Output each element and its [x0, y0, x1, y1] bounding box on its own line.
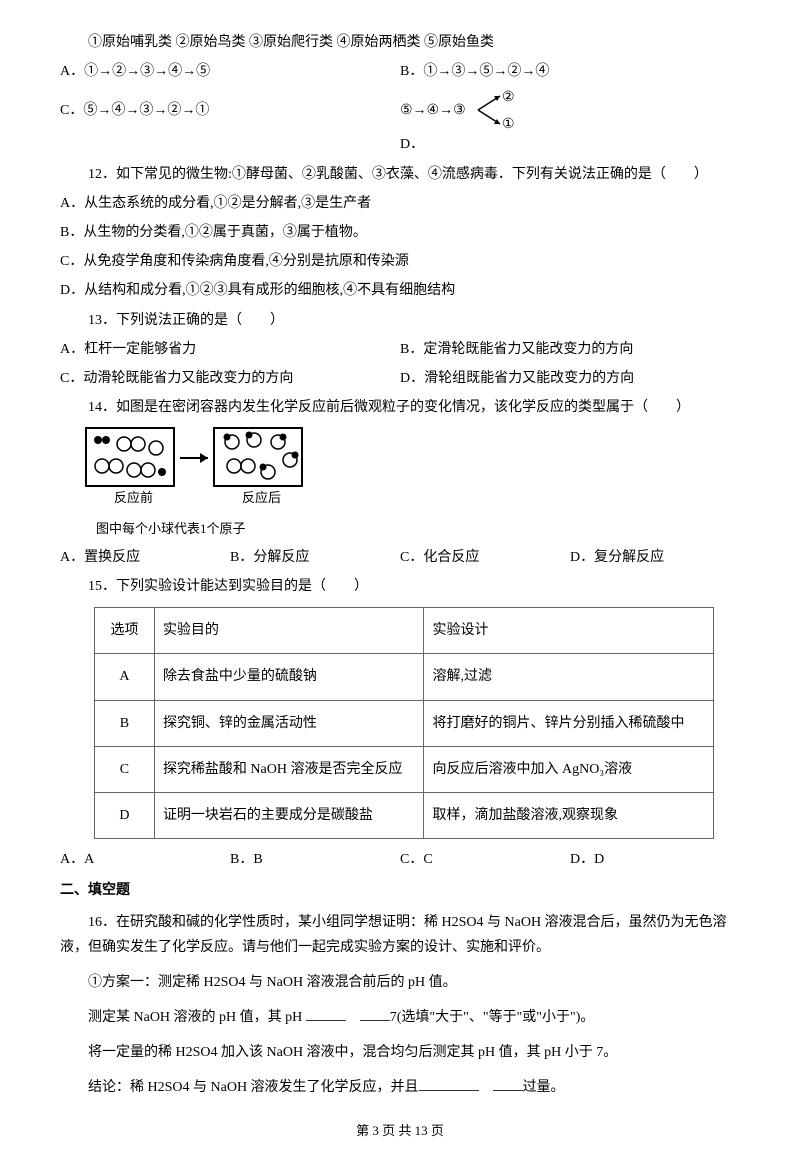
q13-row2: C．动滑轮既能省力又能改变力的方向 D．滑轮组既能省力又能改变力的方向	[60, 366, 740, 391]
table-row: A 除去食盐中少量的硫酸钠 溶解,过滤	[95, 654, 714, 700]
cell: B	[95, 700, 155, 746]
table-row: B 探究铜、锌的金属活动性 将打磨好的铜片、锌片分别插入稀硫酸中	[95, 700, 714, 746]
cell: 向反应后溶液中加入 AgNO₃溶液	[424, 746, 714, 792]
q14-D: D．复分解反应	[570, 545, 740, 570]
q13-A: A．杠杆一定能够省力	[60, 337, 400, 362]
q16-p2: 测定某 NaOH 溶液的 pH 值，其 pH 7(选填"大于"、"等于"或"小于…	[60, 1005, 740, 1030]
q14-stem: 14．如图是在密闭容器内发生化学反应前后微观粒子的变化情况，该化学反应的类型属于…	[60, 395, 740, 420]
cell: 除去食盐中少量的硫酸钠	[154, 654, 424, 700]
svg-text:反应后: 反应后	[242, 490, 281, 505]
q15-D: D．D	[570, 847, 740, 872]
q16-stem: 16．在研究酸和碱的化学性质时，某小组同学想证明：稀 H2SO4 与 NaOH …	[60, 910, 740, 960]
blank-field[interactable]	[419, 1077, 479, 1091]
q11-optA: A．①→②→③→④→⑤	[60, 59, 400, 84]
q11-choices: ①原始哺乳类 ②原始鸟类 ③原始爬行类 ④原始两栖类 ⑤原始鱼类	[60, 30, 740, 55]
blank-field[interactable]	[493, 1077, 523, 1091]
q15-B: B．B	[230, 847, 400, 872]
cell: 将打磨好的铜片、锌片分别插入稀硫酸中	[424, 700, 714, 746]
q13-C: C．动滑轮既能省力又能改变力的方向	[60, 366, 400, 391]
cell: 探究铜、锌的金属活动性	[154, 700, 424, 746]
th-design: 实验设计	[424, 608, 714, 654]
svg-text:①: ①	[502, 117, 515, 132]
q12-A: A．从生态系统的成分看,①②是分解者,③是生产者	[60, 191, 740, 216]
blank-field[interactable]	[360, 1007, 390, 1021]
q14-figure: 反应前 反应后	[84, 426, 740, 515]
q13-B: B．定滑轮既能省力又能改变力的方向	[400, 337, 740, 362]
q11-optD-label: D．	[60, 132, 740, 157]
section-title: 二、填空题	[60, 878, 740, 903]
q12-C: C．从免疫学角度和传染病角度看,④分别是抗原和传染源	[60, 249, 740, 274]
svg-text:②: ②	[502, 90, 515, 105]
q15-table: 选项 实验目的 实验设计 A 除去食盐中少量的硫酸钠 溶解,过滤 B 探究铜、锌…	[94, 607, 714, 839]
q16-p4a: 结论：稀 H2SO4 与 NaOH 溶液发生了化学反应，并且	[88, 1080, 419, 1095]
q15-stem: 15．下列实验设计能达到实验目的是（ ）	[60, 574, 740, 599]
blank-field[interactable]	[306, 1007, 346, 1021]
cell: 取样，滴加盐酸溶液,观察现象	[424, 792, 714, 838]
q11-optB: B．①→③→⑤→②→④	[400, 59, 740, 84]
svg-text:反应前: 反应前	[114, 490, 153, 505]
table-row: 选项 实验目的 实验设计	[95, 608, 714, 654]
cell: 溶解,过滤	[424, 654, 714, 700]
q14-B: B．分解反应	[230, 545, 400, 570]
q14-caption: 图中每个小球代表1个原子	[96, 517, 740, 540]
q13-D: D．滑轮组既能省力又能改变力的方向	[400, 366, 740, 391]
q11-optC: C．⑤→④→③→②→①	[60, 98, 400, 123]
q16-p1: ①方案一：测定稀 H2SO4 与 NaOH 溶液混合前后的 pH 值。	[60, 970, 740, 995]
q14-A: A．置换反应	[60, 545, 230, 570]
q11-optD: ⑤→④→③ ② ①	[400, 88, 530, 132]
q15-options: A．A B．B C．C D．D	[60, 847, 740, 872]
th-purpose: 实验目的	[154, 608, 424, 654]
q13-stem: 13．下列说法正确的是（ ）	[60, 308, 740, 333]
cell: C	[95, 746, 155, 792]
q14-options: A．置换反应 B．分解反应 C．化合反应 D．复分解反应	[60, 545, 740, 570]
q16-p4: 结论：稀 H2SO4 与 NaOH 溶液发生了化学反应，并且 过量。	[60, 1075, 740, 1100]
q13-row1: A．杠杆一定能够省力 B．定滑轮既能省力又能改变力的方向	[60, 337, 740, 362]
page-footer: 第 3 页 共 13 页	[60, 1119, 740, 1142]
branch-diagram-icon: ⑤→④→③ ② ①	[400, 88, 530, 132]
q16-p4b: 过量。	[523, 1080, 565, 1095]
q12-stem: 12．如下常见的微生物:①酵母菌、②乳酸菌、③衣藻、④流感病毒．下列有关说法正确…	[60, 162, 740, 187]
cell: 证明一块岩石的主要成分是碳酸盐	[154, 792, 424, 838]
th-option: 选项	[95, 608, 155, 654]
cell: A	[95, 654, 155, 700]
q16-p3: 将一定量的稀 H2SO4 加入该 NaOH 溶液中，混合均匀后测定其 pH 值，…	[60, 1040, 740, 1065]
q16-p2b: 7(选填"大于"、"等于"或"小于")。	[390, 1010, 595, 1025]
cell: 探究稀盐酸和 NaOH 溶液是否完全反应	[154, 746, 424, 792]
svg-text:⑤→④→③: ⑤→④→③	[400, 103, 466, 118]
q11-row2: C．⑤→④→③→②→① ⑤→④→③ ② ①	[60, 88, 740, 132]
q15-C: C．C	[400, 847, 570, 872]
cell: D	[95, 792, 155, 838]
table-row: C 探究稀盐酸和 NaOH 溶液是否完全反应 向反应后溶液中加入 AgNO₃溶液	[95, 746, 714, 792]
q15-A: A．A	[60, 847, 230, 872]
table-row: D 证明一块岩石的主要成分是碳酸盐 取样，滴加盐酸溶液,观察现象	[95, 792, 714, 838]
q16-p2a: 测定某 NaOH 溶液的 pH 值，其 pH	[88, 1010, 306, 1025]
q11-row1: A．①→②→③→④→⑤ B．①→③→⑤→②→④	[60, 59, 740, 84]
q14-C: C．化合反应	[400, 545, 570, 570]
q12-B: B．从生物的分类看,①②属于真菌，③属于植物。	[60, 220, 740, 245]
q12-D: D．从结构和成分看,①②③具有成形的细胞核,④不具有细胞结构	[60, 278, 740, 303]
